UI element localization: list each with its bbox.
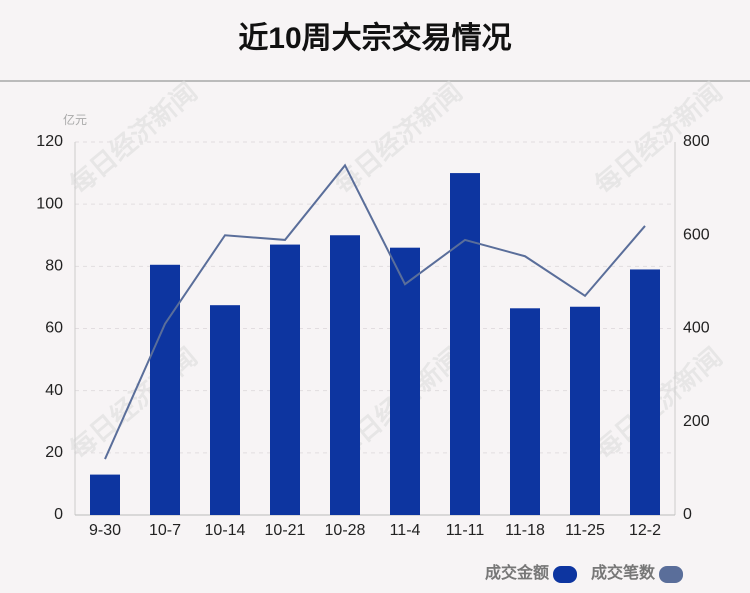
x-tick-label: 11-25 — [565, 522, 605, 539]
bar — [450, 173, 480, 516]
x-tick-label: 10-14 — [205, 522, 246, 539]
x-tick-label: 12-2 — [629, 522, 661, 539]
bar — [150, 264, 180, 515]
bar — [390, 247, 420, 515]
bar — [330, 235, 360, 515]
x-tick-label: 9-30 — [89, 522, 121, 539]
y-tick-label: 20 — [45, 444, 63, 461]
bar — [510, 308, 540, 515]
x-tick-label: 11-4 — [390, 522, 421, 539]
x-tick-label: 11-18 — [505, 522, 545, 539]
y-tick-label: 80 — [45, 258, 63, 275]
bar — [270, 244, 300, 515]
y-tick-label: 120 — [36, 133, 63, 150]
line — [104, 163, 646, 460]
y2-tick-label: 400 — [683, 320, 710, 337]
x-tick-label: 11-11 — [446, 522, 485, 539]
chart-title: 近10周大宗交易情况 — [238, 21, 511, 55]
x-tick-label: 10-21 — [265, 522, 306, 539]
x-tick-label: 10-28 — [325, 522, 366, 539]
y2-tick-label: 800 — [683, 133, 710, 150]
y-tick-label: 100 — [36, 195, 63, 212]
y2-tick-label: 600 — [683, 226, 710, 243]
bar — [570, 306, 600, 515]
y-tick-label: 0 — [54, 506, 63, 523]
bar — [90, 474, 120, 515]
legend-swatch — [659, 566, 684, 583]
legend-label: 成交笔数 — [591, 563, 656, 582]
y-tick-label: 40 — [45, 382, 63, 399]
y2-tick-label: 200 — [683, 413, 710, 430]
bar — [210, 305, 240, 515]
legend-label: 成交金额 — [485, 563, 549, 582]
bar — [630, 269, 660, 515]
y-unit: 亿元 — [63, 112, 87, 127]
y2-tick-label: 0 — [683, 506, 692, 523]
y-tick-label: 60 — [45, 320, 63, 337]
x-tick-label: 10-7 — [149, 522, 181, 539]
legend-swatch — [553, 566, 578, 583]
